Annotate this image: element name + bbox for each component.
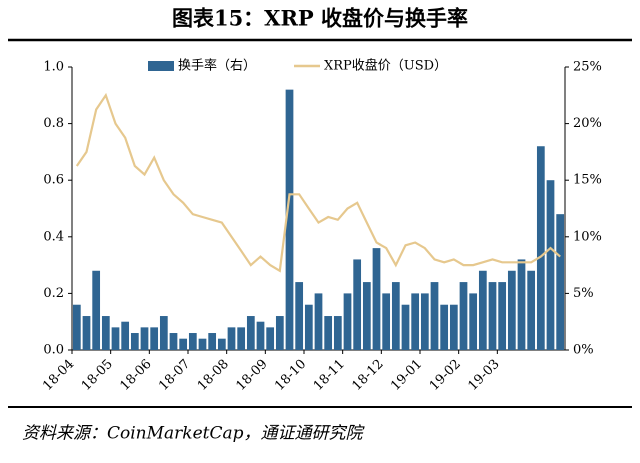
x-tick-label: 18-08 <box>195 357 232 394</box>
bar <box>314 293 323 350</box>
bar <box>324 316 333 350</box>
bar <box>92 270 101 350</box>
legend-label: 换手率（右） <box>178 58 256 74</box>
bar <box>295 282 304 350</box>
bar <box>536 146 545 350</box>
y-tick-label: 1.0 <box>43 60 64 75</box>
legend-swatch <box>148 61 174 71</box>
bar <box>304 304 313 350</box>
bar <box>256 321 265 350</box>
legend-label: XRP收盘价（USD） <box>324 58 447 74</box>
x-tick-label: 18-11 <box>311 357 348 394</box>
bar <box>527 270 536 350</box>
bar <box>130 333 139 350</box>
bar <box>217 338 226 350</box>
bar <box>246 316 255 350</box>
bar <box>179 338 188 350</box>
y-tick-label: 0.8 <box>43 116 64 131</box>
bar <box>169 333 178 350</box>
x-tick-label: 18-07 <box>156 357 193 394</box>
y-tick-label: 0.4 <box>43 229 64 244</box>
bar <box>478 270 487 350</box>
bar <box>72 304 81 350</box>
x-tick-label: 18-06 <box>118 357 155 394</box>
bar <box>372 248 381 350</box>
x-tick-label: 18-12 <box>350 357 387 394</box>
bar <box>159 316 168 350</box>
bar <box>430 282 439 350</box>
y2-tick-label: 25% <box>573 60 602 75</box>
y2-tick-label: 15% <box>573 173 602 188</box>
bar <box>488 282 497 350</box>
bar <box>285 89 294 350</box>
source-note: 资料来源：CoinMarketCap，通证通研究院 <box>22 424 366 444</box>
y-tick-label: 0.2 <box>43 286 64 301</box>
x-tick-label: 18-04 <box>40 357 77 394</box>
bar <box>507 270 516 350</box>
y-tick-label: 0.6 <box>43 173 64 188</box>
bar <box>237 327 246 350</box>
x-tick-label: 19-02 <box>427 357 464 394</box>
bar <box>198 338 207 350</box>
x-tick-label: 19-01 <box>388 357 425 394</box>
bar <box>121 321 130 350</box>
y2-tick-label: 5% <box>573 286 594 301</box>
bar <box>343 293 352 350</box>
x-tick-label: 18-10 <box>272 357 309 394</box>
bar <box>459 282 468 350</box>
y2-tick-label: 0% <box>573 343 594 358</box>
bar <box>333 316 342 350</box>
bar <box>517 259 526 350</box>
bar <box>140 327 149 350</box>
bar <box>391 282 400 350</box>
line <box>75 92 561 273</box>
chart-title: 图表15：XRP 收盘价与换手率 <box>172 6 468 31</box>
bar <box>82 316 91 350</box>
bar <box>546 180 555 350</box>
y2-tick-label: 20% <box>573 116 602 131</box>
x-tick-label: 19-03 <box>466 357 503 394</box>
x-tick-label: 18-05 <box>79 357 116 394</box>
bar <box>382 293 391 350</box>
bar <box>362 282 371 350</box>
bar <box>411 293 420 350</box>
bar <box>498 282 507 350</box>
bar <box>101 316 110 350</box>
bar <box>353 259 362 350</box>
bar <box>469 293 478 350</box>
bar <box>150 327 159 350</box>
bar <box>556 214 565 350</box>
bar <box>111 327 120 350</box>
y-tick-label: 0.0 <box>43 343 64 358</box>
y2-tick-label: 10% <box>573 229 602 244</box>
bar <box>401 304 410 350</box>
bar <box>208 333 217 350</box>
bar <box>440 304 449 350</box>
bar <box>449 304 458 350</box>
bar <box>266 327 275 350</box>
bar <box>188 333 197 350</box>
bar <box>275 316 284 350</box>
bar <box>420 293 429 350</box>
bar <box>227 327 236 350</box>
x-tick-label: 18-09 <box>234 357 271 394</box>
